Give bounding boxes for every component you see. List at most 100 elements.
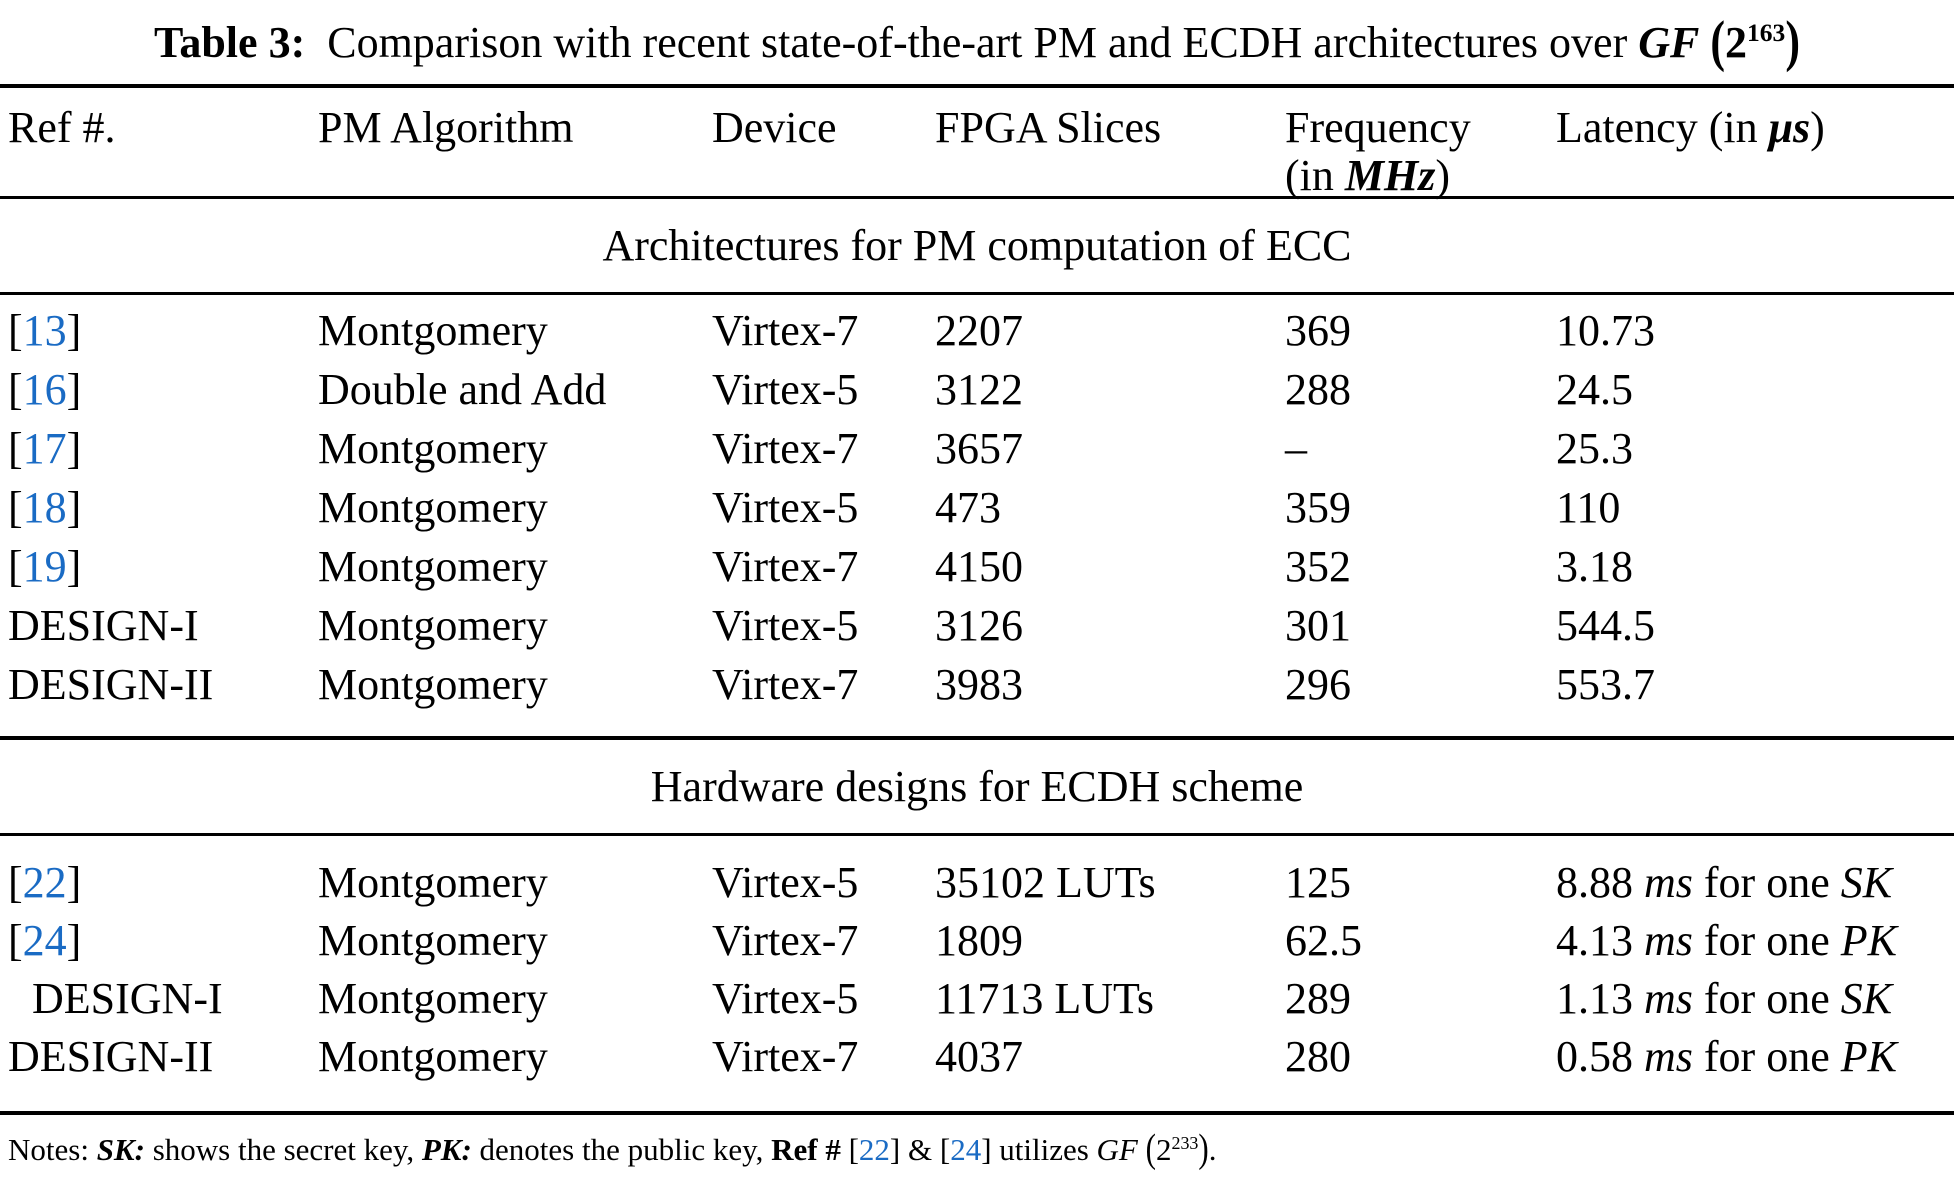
cell-device: Virtex-7 <box>712 1032 859 1081</box>
column-header-algorithm: PM Algorithm <box>310 104 704 200</box>
cell-latency: 0.58 ms for one PK <box>1548 1028 1954 1086</box>
citation-link[interactable]: 19 <box>22 542 67 591</box>
table-header-row: Ref #. PM Algorithm Device FPGA Slices Frequ… <box>0 88 1954 200</box>
cell-ref: [18] <box>0 478 310 537</box>
cell-algorithm: Montgomery <box>318 858 548 907</box>
text-segment: denotes the public key, <box>471 1132 772 1168</box>
text-segment: [ <box>8 542 23 591</box>
cell-ref: [19] <box>0 537 310 596</box>
text-segment: FPGA Slices <box>935 103 1162 152</box>
table-row: [13] Montgomery Virtex-7 2207 369 10.73 <box>0 301 1954 360</box>
column-header-line: PM Algorithm <box>318 104 704 152</box>
cell-device: Virtex-7 <box>712 916 859 965</box>
citation-link[interactable]: 22 <box>22 858 67 907</box>
cell-fpga-slices: 4037 <box>935 1032 1023 1081</box>
cell-frequency: 288 <box>1285 365 1351 414</box>
text-segment: [ <box>8 424 23 473</box>
text-segment: ) <box>1785 8 1800 73</box>
text-segment: [ <box>8 365 23 414</box>
text-segment: 2 <box>1155 1132 1172 1168</box>
cell-frequency: 296 <box>1285 660 1351 709</box>
cell-frequency: 352 <box>1285 542 1351 591</box>
citation-link[interactable]: 24 <box>950 1132 982 1168</box>
citation-link[interactable]: 24 <box>22 916 67 965</box>
text-segment: ] <box>66 858 82 907</box>
text-segment: ms <box>1644 974 1693 1023</box>
text-segment: 163 <box>1747 17 1786 47</box>
cell-latency: 1.13 ms for one SK <box>1548 970 1954 1028</box>
citation-link[interactable]: 13 <box>22 306 67 355</box>
column-header-slices: FPGA Slices <box>927 104 1277 200</box>
citation-link[interactable]: 16 <box>22 365 67 414</box>
text-segment: ) <box>1810 103 1825 152</box>
cell-fpga-slices: 473 <box>935 483 1001 532</box>
cell-algorithm: Montgomery <box>318 660 548 709</box>
text-segment: PK <box>1840 916 1897 965</box>
column-header-line: Ref #. <box>8 104 310 152</box>
table-row: DESIGN-I Montgomery Virtex-5 3126 301 544.5 <box>0 596 1954 655</box>
section-heading: Hardware designs for ECDH scheme <box>650 762 1304 811</box>
cell-device: Virtex-5 <box>712 365 859 414</box>
column-header-frequency: Frequency (in MHz) <box>1277 104 1548 200</box>
column-header-device: Device <box>704 104 927 200</box>
design-label: DESIGN-II <box>8 1032 214 1081</box>
cell-latency: 25.3 <box>1548 419 1954 478</box>
text-segment: 110 <box>1556 483 1621 532</box>
text-segment: ms <box>1644 1032 1693 1081</box>
text-segment: μs <box>1768 103 1811 152</box>
design-label: DESIGN-I <box>8 601 199 650</box>
citation-link[interactable]: 22 <box>858 1132 890 1168</box>
text-segment: [ <box>8 483 23 532</box>
text-segment: [ <box>8 916 23 965</box>
text-segment: ] <box>66 542 82 591</box>
text-segment: ( <box>1710 8 1726 73</box>
text-segment: [ <box>8 858 23 907</box>
cell-latency: 544.5 <box>1548 596 1954 655</box>
text-segment: Latency (in <box>1556 103 1769 152</box>
text-segment: 0.58 <box>1556 1032 1644 1081</box>
text-segment: SK: <box>96 1132 145 1168</box>
horizontal-rule-below-section <box>0 1111 1954 1115</box>
cell-latency: 8.88 ms for one SK <box>1548 854 1954 912</box>
cell-device: Virtex-5 <box>712 858 859 907</box>
cell-frequency: 62.5 <box>1285 916 1362 965</box>
text-segment: ] <box>66 365 82 414</box>
citation-link[interactable]: 17 <box>22 424 67 473</box>
text-segment: 1.13 <box>1556 974 1644 1023</box>
cell-fpga-slices: 3657 <box>935 424 1023 473</box>
cell-fpga-slices: 2207 <box>935 306 1023 355</box>
cell-algorithm: Montgomery <box>318 974 548 1023</box>
text-segment: 25.3 <box>1556 424 1633 473</box>
column-header-line: Device <box>712 104 927 152</box>
cell-ref: DESIGN-II <box>0 1028 310 1086</box>
cell-device: Virtex-5 <box>712 974 859 1023</box>
horizontal-rule-top <box>0 84 1954 88</box>
text-segment: . <box>1208 1132 1217 1168</box>
text-segment: ] <box>66 483 82 532</box>
text-segment: (in <box>1285 151 1345 200</box>
cell-algorithm: Montgomery <box>318 601 548 650</box>
table-row: [19] Montgomery Virtex-7 4150 352 3.18 <box>0 537 1954 596</box>
horizontal-rule-below-header <box>0 196 1954 199</box>
cell-latency: 110 <box>1548 478 1954 537</box>
cell-algorithm: Montgomery <box>318 483 548 532</box>
text-segment: Comparison with recent state-of-the-art … <box>305 17 1639 67</box>
citation-link[interactable]: 18 <box>22 483 67 532</box>
column-header-line: FPGA Slices <box>935 104 1277 152</box>
table-caption: Table 3: Comparison with recent state-of… <box>154 9 1800 73</box>
cell-ref: [13] <box>0 301 310 360</box>
text-segment: ] & [ <box>889 1132 951 1168</box>
table-row: DESIGN-II Montgomery Virtex-7 4037 280 0.58 m… <box>0 1028 1954 1086</box>
text-segment: ) <box>1435 151 1451 200</box>
text-segment: 544.5 <box>1556 601 1655 650</box>
text-segment: 233 <box>1171 1133 1199 1153</box>
horizontal-rule-below-section-heading <box>0 292 1954 295</box>
table-caption-row: Table 3: Comparison with recent state-of… <box>0 0 1954 84</box>
cell-device: Virtex-7 <box>712 424 859 473</box>
text-segment: ) <box>1198 1125 1209 1171</box>
text-segment: Frequency <box>1285 103 1471 152</box>
text-segment: shows the secret key, <box>144 1132 422 1168</box>
cell-ref: [16] <box>0 360 310 419</box>
cell-frequency: – <box>1285 424 1307 473</box>
text-segment: for one <box>1692 1032 1841 1081</box>
